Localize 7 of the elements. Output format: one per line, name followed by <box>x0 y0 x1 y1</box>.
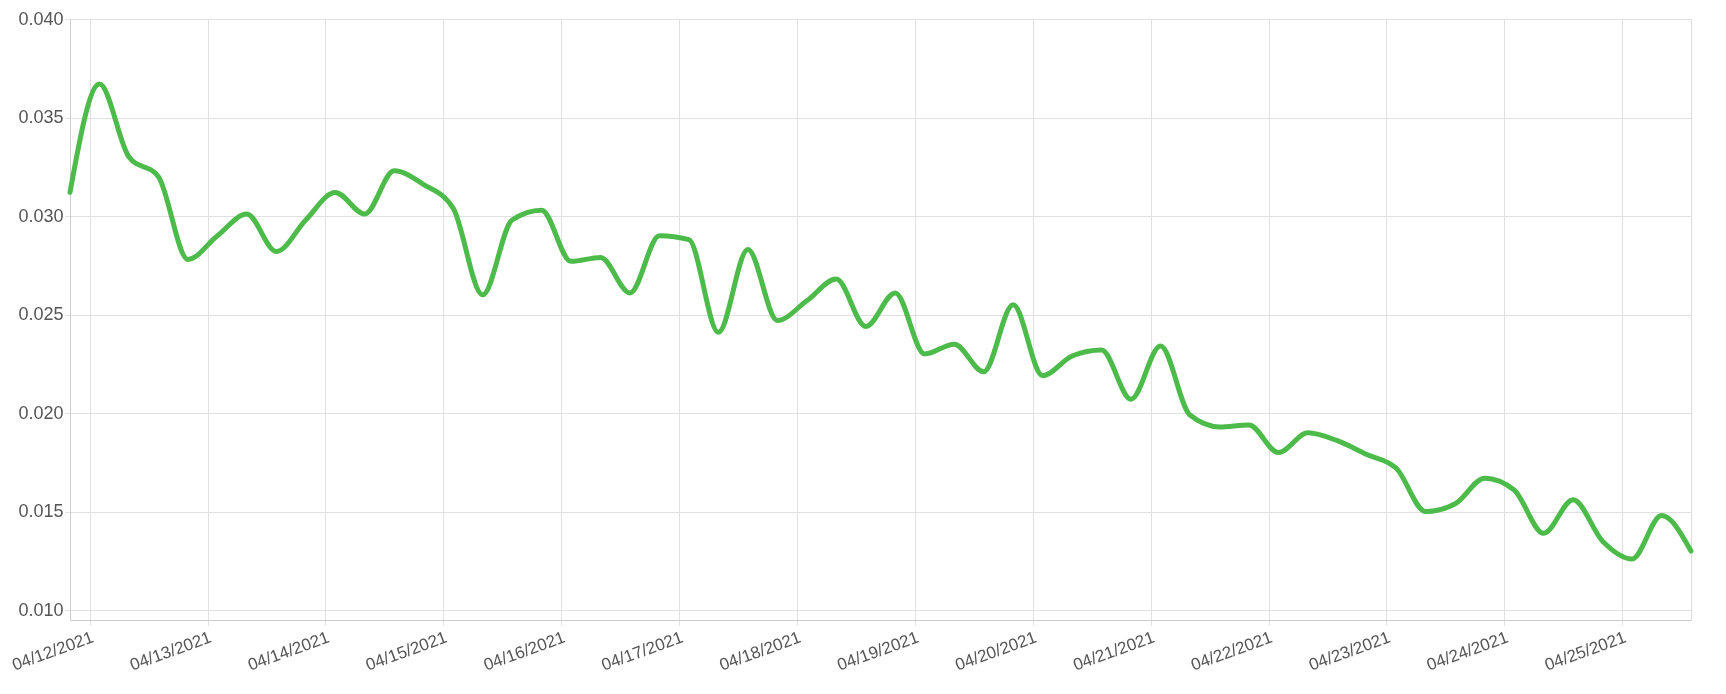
y-tick-label: 0.020 <box>18 402 64 423</box>
y-tick-label: 0.010 <box>18 599 64 620</box>
y-tick-label: 0.040 <box>18 8 64 29</box>
y-tick-label: 0.025 <box>18 304 64 325</box>
y-tick-label: 0.015 <box>18 501 64 522</box>
y-tick-label: 0.030 <box>18 205 64 226</box>
y-tick-label: 0.035 <box>18 107 64 128</box>
